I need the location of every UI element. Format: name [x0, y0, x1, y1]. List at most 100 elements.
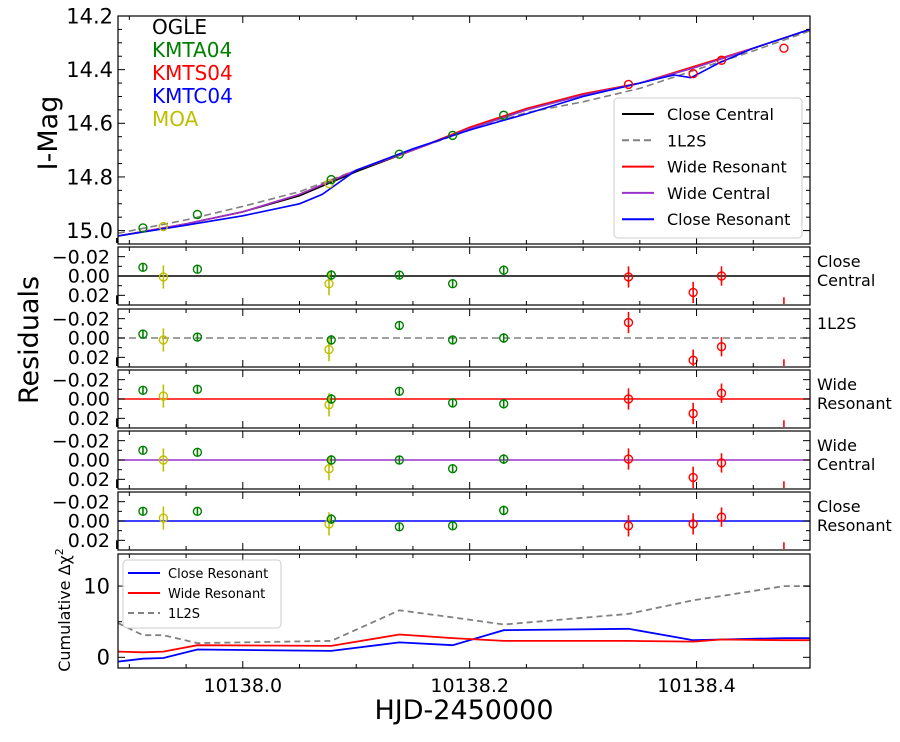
main-panel-frame [117, 15, 811, 245]
residual-point [447, 398, 458, 408]
x-tick-label: 10138.2 [430, 675, 509, 697]
main-data-point [394, 149, 405, 159]
main-y-tick-label: 15.0 [66, 219, 113, 243]
residual-point [499, 399, 509, 409]
main-data-point [623, 79, 634, 90]
residual-point [688, 472, 698, 483]
residuals-y-axis-label: Residuals [14, 276, 45, 404]
cumulative-legend-label: Close Resonant [168, 567, 268, 582]
residual-y-tick-label: −0.02 [52, 369, 110, 391]
main-data-point [138, 223, 148, 233]
observatory-label: KMTC04 [152, 84, 233, 108]
residual-point [394, 320, 405, 331]
observatory-label: MOA [152, 107, 199, 131]
cumulative-panel-frame [117, 553, 811, 669]
residual-y-tick-label: −0.02 [52, 246, 110, 268]
residual-y-tick-label: −0.02 [52, 430, 110, 452]
cumulative-series-line [117, 633, 810, 654]
residual-point [499, 333, 509, 343]
residual-y-tick-label: 0.00 [68, 511, 110, 533]
residual-panel-label: 1L2S [817, 314, 856, 333]
model-legend-box [613, 97, 803, 239]
residual-point [138, 262, 148, 272]
residual-point [447, 464, 458, 474]
residual-y-tick-label: 0.02 [68, 530, 110, 552]
residual-panel-label-line: 1L2S [817, 314, 856, 333]
residual-panel-label-line: Central [817, 271, 875, 290]
residual-point [324, 400, 334, 410]
residual-y-tick-label: 0.02 [68, 347, 110, 369]
residual-point [158, 391, 169, 401]
residual-point [623, 394, 634, 404]
data-points-layer [116, 43, 789, 549]
main-y-axis-label: I-Mag [33, 96, 64, 171]
x-tick-label: 10138.4 [657, 675, 736, 697]
residual-point [158, 335, 169, 345]
residual-point [138, 385, 148, 395]
residual-point [158, 513, 169, 523]
observatory-label: KMTA04 [152, 38, 232, 62]
residual-point [716, 388, 727, 398]
residual-point [447, 335, 458, 345]
main-data-point [779, 43, 789, 53]
residual-point [192, 506, 203, 517]
cumulative-y-tick-label: 0 [97, 646, 110, 670]
residual-point [326, 394, 336, 404]
residual-point [192, 447, 203, 457]
residual-panel-label-line: Wide [817, 375, 857, 394]
residual-point [688, 355, 698, 365]
residual-point [499, 265, 509, 275]
residual-point [138, 445, 148, 456]
residual-y-tick-label: −0.02 [52, 308, 110, 330]
residual-point [447, 279, 458, 289]
residual-point [138, 329, 148, 339]
residual-panel-label-line: Close [817, 252, 861, 271]
model-legend-label: 1L2S [667, 131, 706, 150]
model-legend-label: Close Resonant [667, 210, 790, 229]
main-model-line [117, 28, 811, 237]
residual-panel-label-line: Resonant [817, 394, 892, 413]
residual-panel-label: Close Resonant [817, 497, 892, 535]
residual-point [324, 464, 334, 474]
residual-panel-label: Wide Resonant [817, 375, 892, 413]
residual-point [716, 458, 727, 468]
residual-point [192, 332, 203, 342]
residual-point [394, 522, 405, 532]
residual-panel-label: Wide Central [817, 436, 875, 474]
residual-panel-label-line: Close [817, 497, 861, 516]
x-axis-label: HJD-2450000 [374, 695, 553, 726]
residual-point [394, 455, 405, 465]
residual-y-tick-label: 0.02 [68, 469, 110, 491]
cumulative-y-label-text: Cumulative Δχ [55, 555, 74, 672]
residual-point [447, 521, 458, 531]
main-data-point [688, 68, 698, 79]
main-data-point [499, 110, 509, 120]
main-y-tick-label: 14.6 [66, 112, 113, 136]
model-legend-label: Wide Resonant [667, 158, 787, 177]
residual-point [688, 287, 698, 298]
text-layer: I-Mag Residuals HJD-2450000 Cumulative Δ… [14, 4, 892, 726]
residual-point [324, 344, 334, 355]
observatory-label: KMTS04 [152, 61, 233, 85]
residual-point [394, 270, 405, 280]
residual-point [499, 454, 509, 464]
residual-point [623, 317, 634, 328]
residual-point [394, 386, 405, 396]
residual-point [138, 506, 148, 517]
axes-layer [117, 15, 811, 669]
residual-point [158, 455, 169, 465]
residual-y-tick-label: 0.00 [68, 266, 110, 288]
model-legend-label: Wide Central [667, 184, 770, 203]
cumulative-y-axis-label: Cumulative Δχ2 [53, 548, 74, 672]
residual-panel-label: Close Central [817, 252, 875, 290]
residual-y-tick-label: 0.00 [68, 389, 110, 411]
main-data-point [716, 55, 727, 65]
main-data-point [192, 209, 203, 220]
residual-point [716, 512, 727, 522]
residual-point [324, 519, 334, 529]
residual-y-tick-label: 0.02 [68, 408, 110, 430]
x-tick-label: 10138.0 [203, 675, 282, 697]
cumulative-legend-label: Wide Resonant [168, 587, 265, 602]
cumulative-legend-box [122, 559, 282, 629]
